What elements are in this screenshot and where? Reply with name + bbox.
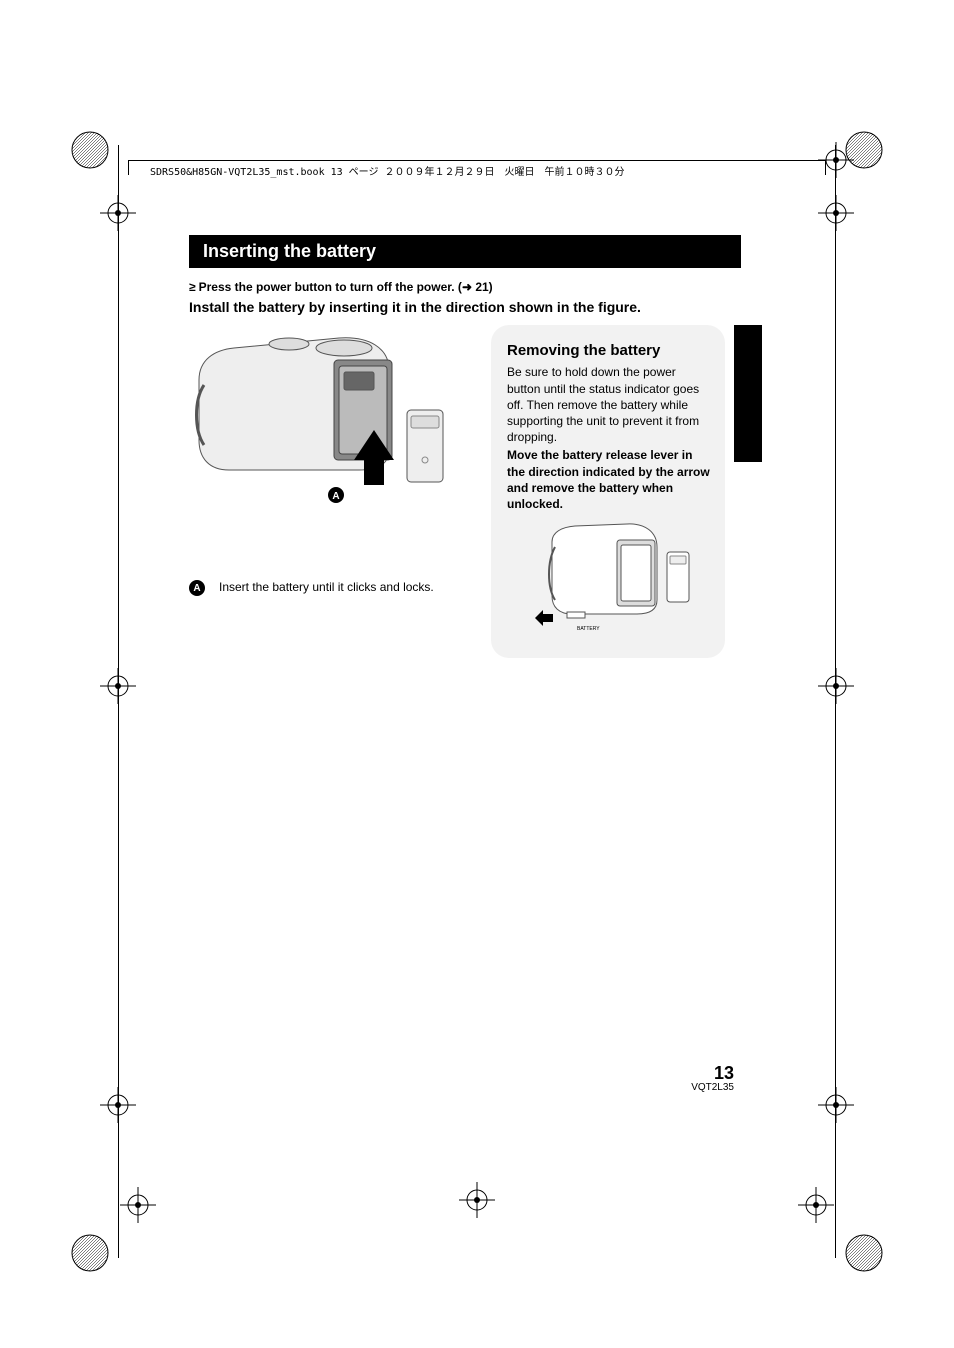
crosshair-ml (100, 668, 136, 709)
crosshair-bc (459, 1182, 495, 1223)
page-code: VQT2L35 (691, 1082, 734, 1093)
removing-bold: Move the battery release lever in the di… (507, 447, 711, 512)
bullet-line: ≥ Press the power button to turn off the… (189, 280, 749, 294)
bullet-text: Press the power button to turn off the p… (199, 280, 493, 294)
crosshair-topright-inner (818, 142, 854, 183)
label-a-badge: A (189, 580, 205, 596)
frame-left-bracket (128, 160, 129, 175)
bullet-dot-icon: ≥ (189, 280, 196, 294)
removing-title: Removing the battery (507, 341, 711, 361)
crosshair-tr (818, 195, 854, 236)
bullet-ref: 21) (472, 280, 493, 294)
crosshair-mr (818, 668, 854, 709)
crosshair-sbr (798, 1187, 834, 1228)
print-header: SDRS50&H85GN-VQT2L35_mst.book 13 ページ ２００… (150, 163, 625, 178)
corner-mark-br (844, 1233, 884, 1273)
crosshair-br (818, 1087, 854, 1128)
removing-body: Be sure to hold down the power button un… (507, 364, 711, 445)
left-column: A A Insert the battery until it clicks a… (189, 330, 469, 658)
crosshair-tl (100, 195, 136, 236)
main-content: Inserting the battery ≥ Press the power … (189, 235, 749, 658)
small-camera-illustration: BATTERY (517, 522, 697, 642)
frame-top-line (128, 160, 826, 161)
page-footer: 13 VQT2L35 (691, 1063, 734, 1093)
svg-text:A: A (332, 491, 339, 502)
instruction-text: Install the battery by inserting it in t… (189, 298, 749, 316)
crosshair-sbl (120, 1187, 156, 1228)
label-a-text: Insert the battery until it clicks and l… (219, 580, 434, 594)
removing-battery-box: Removing the battery Be sure to hold dow… (491, 325, 725, 658)
corner-mark-bl (70, 1233, 110, 1273)
section-title-bar: Inserting the battery (189, 235, 741, 268)
arrow-icon: ➜ (462, 280, 472, 294)
page-number: 13 (714, 1063, 734, 1083)
bullet-text-content: Press the power button to turn off the p… (199, 280, 462, 294)
corner-mark-tl (70, 130, 110, 170)
crosshair-bl (100, 1087, 136, 1128)
camera-illustration: A (189, 330, 469, 520)
right-column: Removing the battery Be sure to hold dow… (509, 330, 749, 658)
battery-label-text: BATTERY (577, 626, 600, 632)
label-a-row: A Insert the battery until it clicks and… (189, 580, 469, 596)
